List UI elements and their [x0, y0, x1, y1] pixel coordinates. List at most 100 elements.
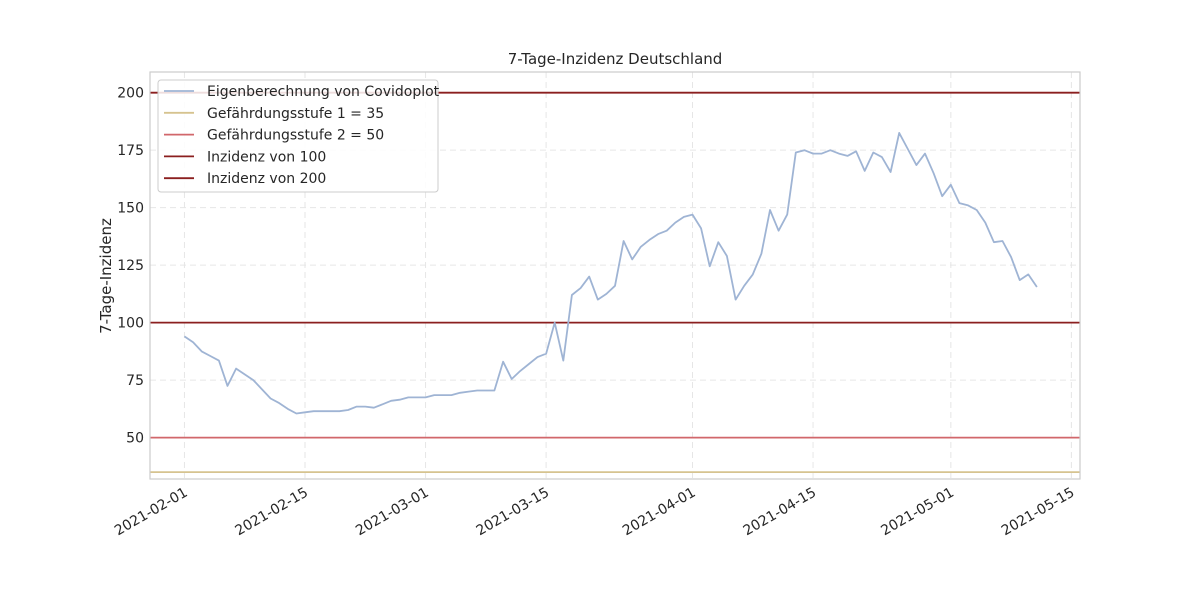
y-axis-title: 7-Tage-Inzidenz: [97, 218, 115, 334]
data-point: [528, 363, 530, 365]
data-point: [511, 378, 513, 380]
data-point: [631, 259, 633, 261]
x-tick-label: 2021-04-15: [741, 485, 819, 540]
data-point: [476, 390, 478, 392]
data-point: [941, 195, 943, 197]
x-tick-label: 2021-05-15: [999, 485, 1077, 540]
data-point: [571, 294, 573, 296]
data-point: [985, 222, 987, 224]
data-point: [795, 152, 797, 154]
data-point: [683, 216, 685, 218]
data-point: [1028, 274, 1030, 276]
data-point: [433, 394, 435, 396]
legend-label: Inzidenz von 200: [207, 171, 326, 187]
data-point: [847, 155, 849, 157]
y-tick-label: 125: [117, 258, 144, 274]
data-point: [588, 276, 590, 278]
data-point: [287, 408, 289, 410]
data-point: [210, 355, 212, 357]
data-point: [881, 156, 883, 158]
data-point: [804, 149, 806, 151]
data-point: [769, 209, 771, 211]
data-point: [606, 293, 608, 295]
data-point: [993, 241, 995, 243]
data-point: [675, 222, 677, 224]
data-point: [235, 368, 237, 370]
data-point: [416, 397, 418, 399]
data-point: [365, 406, 367, 408]
data-point: [743, 285, 745, 287]
data-point: [873, 152, 875, 154]
data-point: [735, 299, 737, 301]
data-point: [623, 240, 625, 242]
data-point: [356, 406, 358, 408]
data-point: [830, 149, 832, 151]
data-point: [339, 410, 341, 412]
x-tick-label: 2021-05-01: [878, 485, 956, 540]
legend-label: Gefährdungsstufe 2 = 50: [207, 128, 384, 144]
data-point: [408, 397, 410, 399]
series-line: [183, 131, 1038, 415]
data-point: [425, 397, 427, 399]
data-point: [950, 184, 952, 186]
data-point: [347, 409, 349, 411]
data-point: [201, 351, 203, 353]
data-point: [261, 389, 263, 391]
data-point: [580, 287, 582, 289]
data-point: [709, 266, 711, 268]
y-tick-label: 50: [126, 431, 144, 447]
data-point: [838, 153, 840, 155]
data-point: [244, 374, 246, 376]
legend-label: Eigenberechnung von Covidoplot: [207, 84, 440, 100]
data-point: [270, 398, 272, 400]
data-point: [933, 172, 935, 174]
y-tick-label: 100: [117, 316, 144, 332]
data-point: [640, 246, 642, 248]
data-point: [278, 402, 280, 404]
data-point: [786, 214, 788, 216]
x-tick-label: 2021-02-15: [233, 485, 311, 540]
x-tick-label: 2021-02-01: [112, 485, 190, 540]
data-point: [227, 385, 229, 387]
data-point: [898, 132, 900, 134]
y-tick-label: 150: [117, 201, 144, 217]
data-point: [812, 153, 814, 155]
data-point: [502, 361, 504, 363]
legend-label: Gefährdungsstufe 1 = 35: [207, 106, 384, 122]
data-point: [563, 360, 565, 362]
data-point: [855, 151, 857, 153]
data-point: [373, 407, 375, 409]
data-point: [545, 353, 547, 355]
data-point: [1036, 286, 1038, 288]
data-point: [700, 228, 702, 230]
x-tick-label: 2021-03-15: [474, 485, 552, 540]
data-point: [253, 379, 255, 381]
data-point: [864, 170, 866, 172]
y-tick-label: 200: [117, 86, 144, 102]
data-point: [451, 394, 453, 396]
x-tick-label: 2021-04-01: [620, 485, 698, 540]
data-point: [649, 239, 651, 241]
data-point: [778, 230, 780, 232]
data-point: [399, 399, 401, 401]
data-point: [459, 392, 461, 394]
data-point: [192, 341, 194, 343]
plot-frame: [149, 71, 1081, 480]
data-point: [1019, 279, 1021, 281]
data-point: [304, 412, 306, 414]
data-point: [597, 299, 599, 301]
data-point: [184, 336, 186, 338]
data-point: [692, 214, 694, 216]
data-point: [1002, 240, 1004, 242]
data-point: [520, 370, 522, 372]
data-point: [718, 241, 720, 243]
data-point: [537, 356, 539, 358]
data-point: [494, 390, 496, 392]
data-point: [821, 153, 823, 155]
data-point: [321, 410, 323, 412]
data-point: [554, 322, 556, 324]
data-point: [916, 164, 918, 166]
y-tick-label: 175: [117, 143, 144, 159]
data-point: [1010, 256, 1012, 258]
